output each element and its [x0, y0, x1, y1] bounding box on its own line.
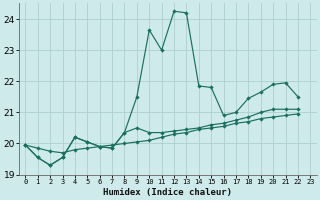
- X-axis label: Humidex (Indice chaleur): Humidex (Indice chaleur): [103, 188, 232, 197]
